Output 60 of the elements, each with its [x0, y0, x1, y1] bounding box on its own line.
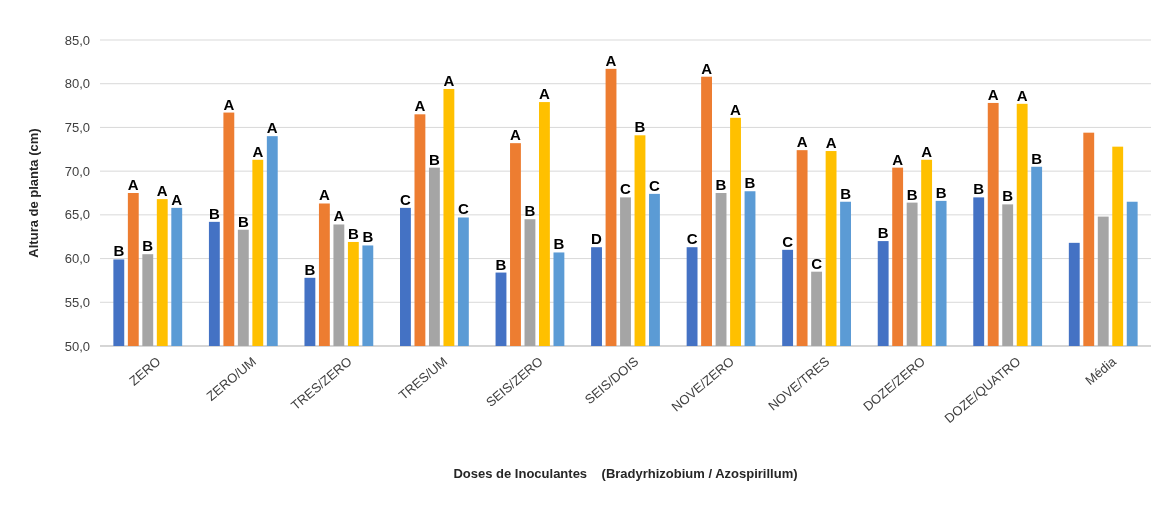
data-label: B — [935, 183, 947, 201]
data-label: B — [428, 150, 440, 168]
data-label: A — [701, 59, 713, 77]
data-label: A — [730, 100, 742, 118]
data-label: B — [840, 184, 852, 202]
data-label: A — [266, 119, 278, 137]
data-label: A — [539, 85, 551, 103]
data-label: B — [208, 204, 220, 222]
data-label: C — [649, 176, 661, 194]
data-label: B — [347, 224, 359, 242]
data-label: A — [127, 176, 139, 193]
data-label: C — [400, 190, 412, 208]
data-label: A — [414, 97, 426, 115]
y-axis-title: Altura de planta (cm) — [26, 128, 41, 258]
data-label: A — [318, 186, 330, 204]
data-label: D — [591, 230, 603, 248]
data-label: B — [304, 260, 316, 278]
data-label: B — [715, 176, 727, 193]
data-label: C — [686, 230, 698, 248]
data-label: A — [252, 142, 264, 160]
y-tick-label: 50,0 — [64, 338, 90, 354]
data-label: B — [553, 235, 565, 253]
y-tick-label: 55,0 — [64, 294, 90, 310]
data-label: A — [921, 142, 933, 160]
y-tick-label: 65,0 — [64, 207, 90, 223]
data-label: B — [362, 228, 374, 246]
data-label: B — [634, 118, 646, 136]
data-label: A — [223, 95, 235, 113]
data-label: A — [796, 133, 808, 151]
x-axis-title: Doses de Inoculantes (Bradyrhizobium / Azospirillum) — [453, 466, 798, 481]
y-tick-label: 75,0 — [64, 119, 90, 135]
data-label: A — [1016, 86, 1028, 104]
y-tick-label: 70,0 — [64, 163, 90, 179]
data-label: B — [744, 174, 756, 192]
data-label: B — [973, 180, 985, 198]
data-label: B — [877, 224, 889, 242]
data-label: C — [620, 180, 632, 198]
data-label: A — [156, 182, 168, 200]
data-label: A — [443, 71, 455, 89]
data-label: B — [142, 237, 154, 255]
data-label: A — [171, 190, 183, 208]
data-label: A — [333, 207, 345, 225]
data-label: A — [510, 126, 522, 144]
data-label: B — [237, 212, 249, 230]
data-label: B — [495, 255, 507, 273]
data-label: C — [782, 232, 794, 250]
y-tick-label: 60,0 — [64, 251, 90, 267]
data-label: C — [811, 254, 823, 272]
data-label: A — [825, 134, 837, 152]
data-label: B — [906, 185, 918, 203]
data-label: A — [987, 85, 999, 103]
data-label: B — [113, 242, 125, 260]
y-tick-label: 80,0 — [64, 76, 90, 92]
data-label: B — [1002, 187, 1014, 205]
data-label: C — [457, 200, 469, 218]
y-tick-label: 85,0 — [64, 32, 90, 48]
data-label: B — [524, 202, 536, 220]
data-label: A — [605, 51, 617, 69]
data-label: B — [1031, 149, 1043, 167]
data-label: A — [892, 150, 904, 168]
